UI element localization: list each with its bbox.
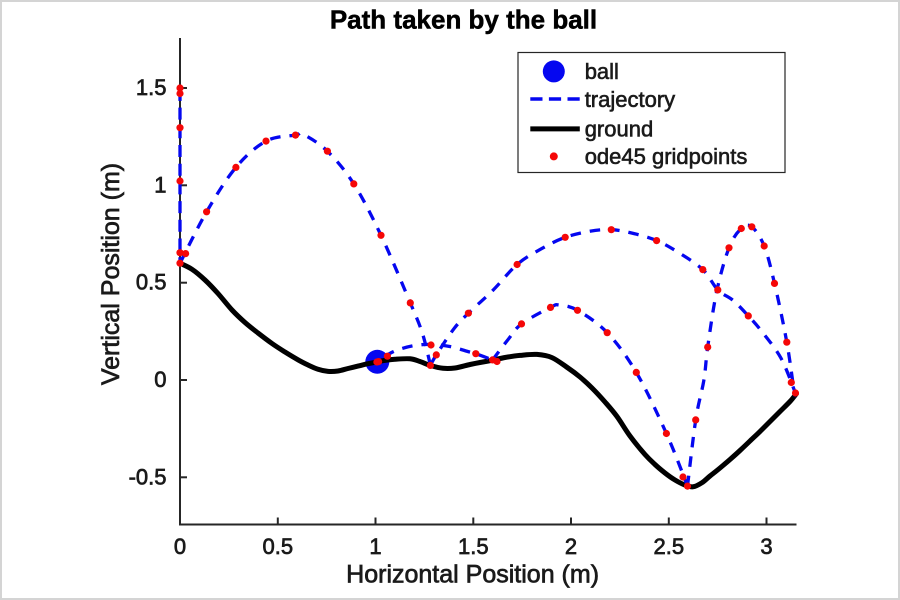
svg-text:3: 3 [760,534,772,559]
svg-text:0: 0 [154,367,166,392]
svg-text:Vertical Position (m): Vertical Position (m) [97,163,125,385]
svg-text:ode45 gridpoints: ode45 gridpoints [585,144,748,169]
svg-text:0.5: 0.5 [136,270,167,295]
svg-text:1.5: 1.5 [458,534,489,559]
svg-text:1: 1 [154,172,166,197]
svg-text:-0.5: -0.5 [129,464,167,489]
svg-text:ball: ball [585,59,619,84]
svg-text:1: 1 [369,534,381,559]
svg-text:1.5: 1.5 [136,75,167,100]
svg-text:Horizontal Position (m): Horizontal Position (m) [346,561,599,589]
svg-text:2.5: 2.5 [654,534,685,559]
svg-text:ground: ground [585,117,654,142]
svg-text:trajectory: trajectory [585,87,675,112]
svg-text:0: 0 [174,534,186,559]
svg-text:2: 2 [565,534,577,559]
svg-text:0.5: 0.5 [263,534,294,559]
svg-text:Path taken by the ball: Path taken by the ball [330,4,597,34]
